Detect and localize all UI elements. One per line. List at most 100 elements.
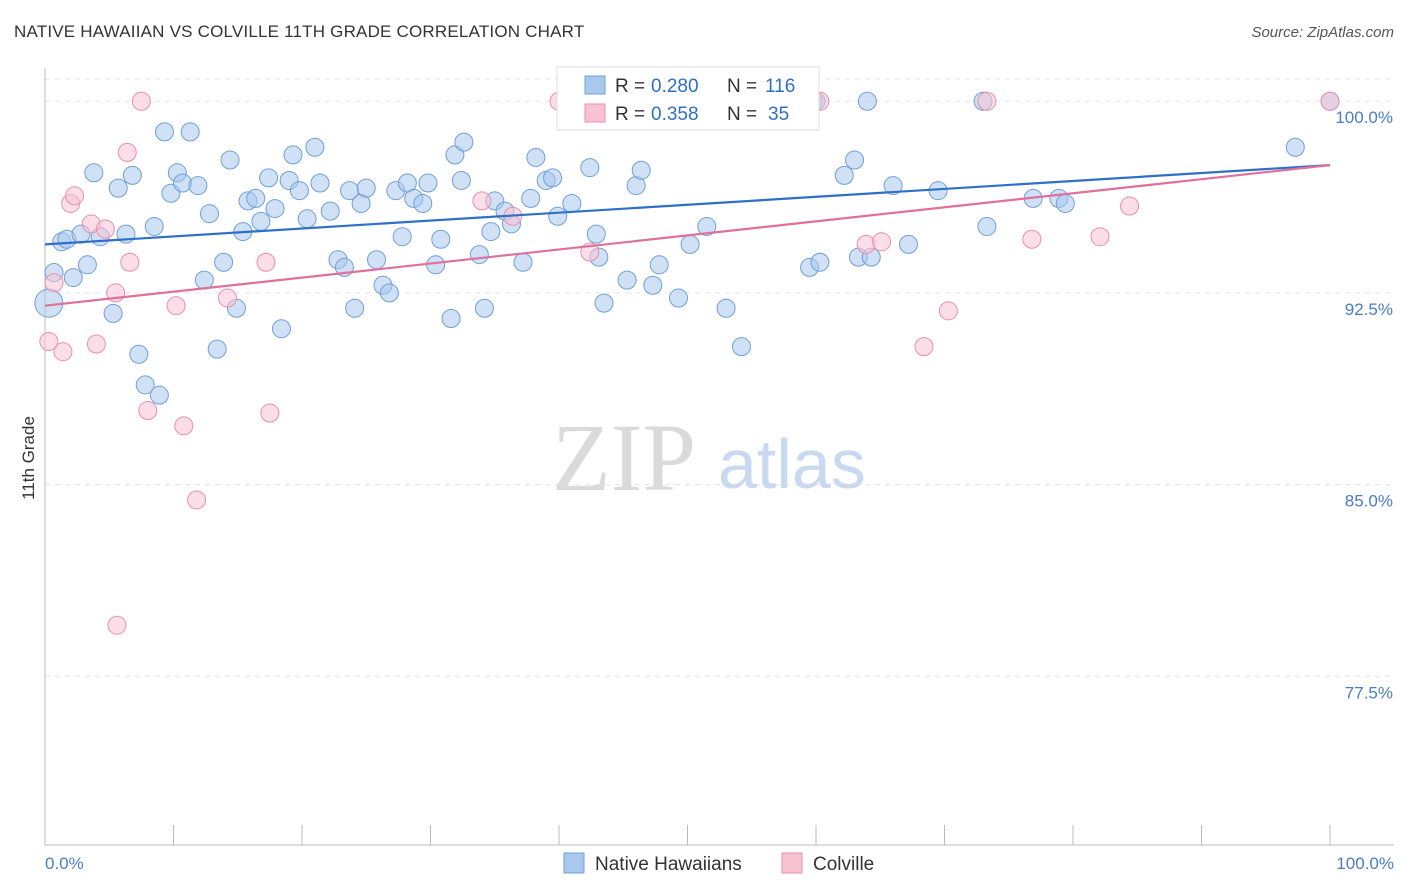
y-tick-label-1: 92.5% (1345, 300, 1393, 319)
colville-point-14 (166, 296, 186, 316)
colville-point-29 (938, 301, 958, 321)
x-tick-label-0: 0.0% (45, 854, 84, 873)
native-hawaiians-point-9 (103, 303, 123, 323)
colville-point-16 (187, 490, 207, 510)
native-hawaiians-point-97 (810, 252, 830, 272)
colville-points (39, 91, 1340, 635)
legend-r-label-2: R = (615, 104, 645, 125)
native-hawaiians-point-81 (594, 293, 614, 313)
native-hawaiians-point-99 (845, 150, 865, 170)
watermark-zip: ZIP (552, 404, 696, 511)
native-hawaiians-point-72 (526, 147, 546, 167)
native-hawaiians-point-110 (1055, 193, 1075, 213)
native-hawaiians-point-104 (899, 234, 919, 254)
native-hawaiians-point-89 (680, 234, 700, 254)
native-hawaiians-point-12 (122, 165, 142, 185)
colville-point-4 (65, 186, 85, 206)
colville-point-17 (217, 288, 237, 308)
native-hawaiians-point-66 (481, 222, 501, 242)
legend-n-label-2: N = (727, 104, 757, 125)
legend-n-value-2: 35 (768, 104, 789, 125)
native-hawaiians-point-23 (194, 270, 214, 290)
native-hawaiians-point-22 (188, 176, 208, 196)
native-hawaiians-point-4 (63, 268, 83, 288)
native-hawaiians-point-49 (367, 250, 387, 270)
native-hawaiians-point-48 (356, 178, 376, 198)
native-hawaiians-point-35 (271, 319, 291, 339)
native-hawaiians-point-39 (297, 209, 317, 229)
native-hawaiians-point-51 (379, 283, 399, 303)
native-hawaiians-point-6 (77, 255, 97, 275)
native-hawaiians-point-57 (418, 173, 438, 193)
native-hawaiians-point-10 (108, 178, 128, 198)
native-hawaiians-point-59 (431, 229, 451, 249)
native-hawaiians-point-101 (857, 91, 877, 111)
source-label: Source: ZipAtlas.com (1251, 24, 1394, 41)
native-hawaiians-point-14 (135, 375, 155, 395)
colville-point-9 (107, 615, 127, 635)
native-hawaiians-point-107 (977, 216, 997, 236)
colville-point-18 (256, 252, 276, 272)
native-hawaiians-point-26 (214, 252, 234, 272)
native-hawaiians-point-42 (320, 201, 340, 221)
colville-point-11 (120, 252, 140, 272)
legend-r-value-2: 0.358 (651, 104, 699, 125)
colville-point-10 (117, 142, 137, 162)
native-hawaiians-point-38 (289, 181, 309, 201)
colville-point-19 (260, 403, 280, 423)
native-hawaiians-point-13 (129, 344, 149, 364)
colville-point-33 (1120, 196, 1140, 216)
native-hawaiians-point-64 (469, 245, 489, 265)
legend-r-value-1: 0.280 (651, 76, 699, 97)
native-hawaiians-point-88 (669, 288, 689, 308)
y-tick-label-2: 85.0% (1345, 492, 1393, 511)
native-hawaiians-point-34 (265, 199, 285, 219)
native-hawaiians-point-74 (543, 168, 563, 188)
colville-point-20 (472, 191, 492, 211)
native-hawaiians-point-58 (426, 255, 446, 275)
colville-point-2 (53, 342, 73, 362)
native-hawaiians-point-83 (617, 270, 637, 290)
native-hawaiians-point-17 (155, 122, 175, 142)
native-hawaiians-point-85 (631, 160, 651, 180)
native-hawaiians-point-91 (716, 298, 736, 318)
y-axis-title: 11th Grade (19, 416, 38, 500)
native-hawaiians-point-87 (649, 255, 669, 275)
native-hawaiians-point-37 (283, 145, 303, 165)
native-hawaiians-point-65 (474, 298, 494, 318)
colville-point-28 (914, 337, 934, 357)
native-hawaiians-point-31 (246, 188, 266, 208)
chart-title: NATIVE HAWAIIAN VS COLVILLE 11TH GRADE C… (14, 22, 585, 41)
series-legend: Native Hawaiians Colville (563, 852, 874, 875)
native-hawaiians-point-76 (562, 193, 582, 213)
colville-trend-line (44, 164, 1331, 307)
y-tick-labels: 100.0% 92.5% 85.0% 77.5% (1335, 108, 1393, 702)
native-hawaiians-point-71 (521, 188, 541, 208)
native-hawaiians-point-63 (454, 132, 474, 152)
native-hawaiians-point-75 (548, 206, 568, 226)
colville-point-34 (1320, 91, 1340, 111)
bottom-legend-native-hawaiians: Native Hawaiians (595, 854, 742, 875)
legend-n-value-1: 116 (765, 76, 795, 97)
colville-point-1 (44, 273, 64, 293)
native-hawaiians-point-60 (441, 308, 461, 328)
native-hawaiians-point-32 (251, 211, 271, 231)
native-hawaiians-point-79 (586, 224, 606, 244)
native-hawaiians-point-46 (345, 298, 365, 318)
grid-lines (45, 78, 1394, 677)
x-tick-marks (44, 825, 1331, 845)
native-hawaiians-point-33 (259, 168, 279, 188)
legend-swatch-colville (584, 103, 606, 123)
native-hawaiians-point-86 (643, 275, 663, 295)
native-hawaiians-point-90 (697, 216, 717, 236)
legend-r-label-1: R = (615, 76, 645, 97)
native-hawaiians-point-21 (180, 122, 200, 142)
y-tick-label-3: 77.5% (1345, 683, 1393, 702)
native-hawaiians-point-53 (392, 227, 412, 247)
colville-point-0 (39, 331, 59, 351)
bottom-legend-swatch-native-hawaiians (563, 852, 585, 874)
native-hawaiians-point-15 (144, 216, 164, 236)
native-hawaiians-point-16 (149, 385, 169, 405)
native-hawaiians-point-24 (199, 204, 219, 224)
native-hawaiians-trend-line (44, 164, 1331, 246)
